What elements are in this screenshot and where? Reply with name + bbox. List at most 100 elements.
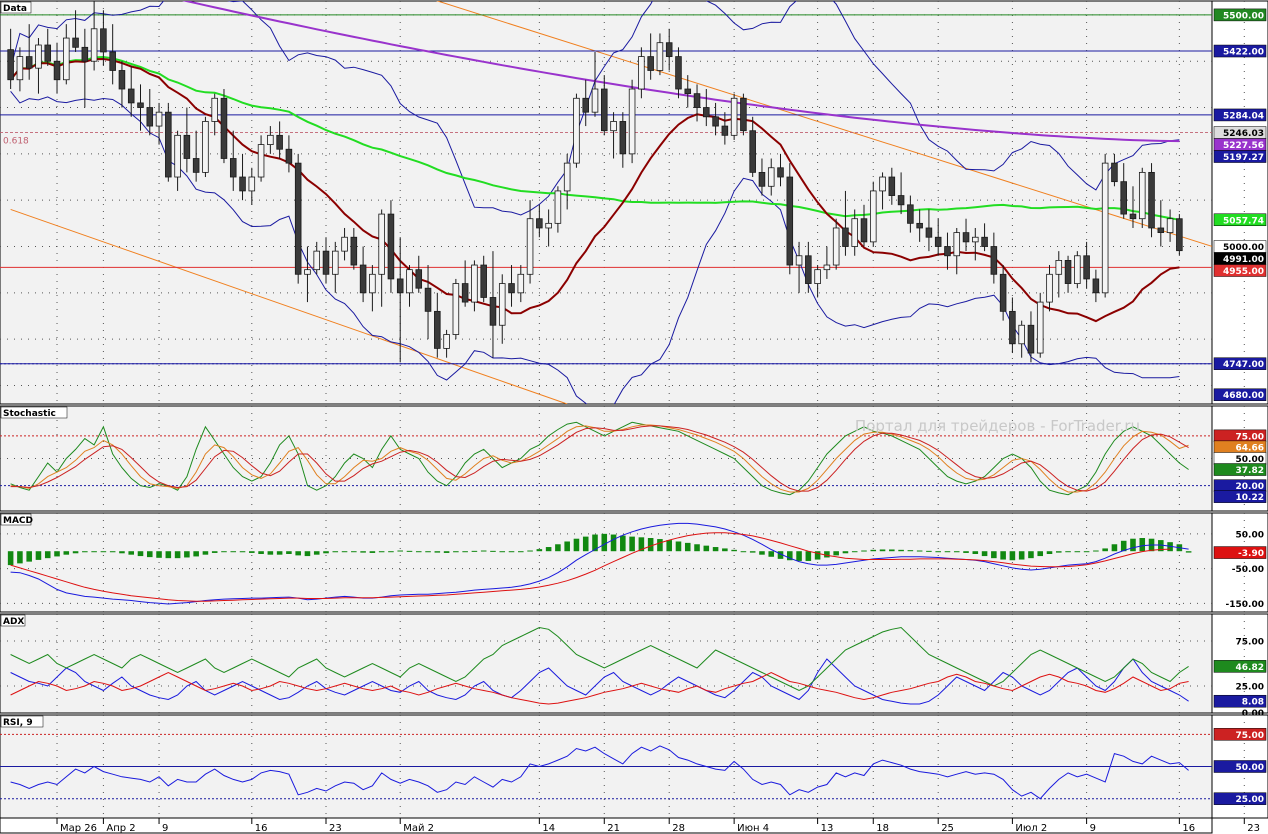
macd-histogram-bar bbox=[907, 550, 914, 552]
macd-histogram-bar bbox=[1028, 551, 1034, 559]
macd-histogram-bar bbox=[647, 538, 654, 552]
price-tag bbox=[1213, 44, 1267, 58]
candle-bull bbox=[638, 56, 645, 90]
candle-bear bbox=[1083, 255, 1090, 280]
axis-tick-label: 0.00 bbox=[1242, 709, 1264, 719]
candle-bull bbox=[304, 269, 311, 275]
candle-bear bbox=[44, 44, 52, 62]
macd-histogram-bar bbox=[694, 544, 700, 552]
macd-histogram-bar bbox=[276, 551, 283, 555]
macd-histogram-bar bbox=[1130, 538, 1136, 552]
candle-bear bbox=[127, 88, 135, 104]
macd-histogram-bar bbox=[480, 550, 487, 552]
candle-bull bbox=[313, 250, 321, 271]
price-tag-label: 5000.00 bbox=[1223, 243, 1264, 253]
panel-title: ADX bbox=[3, 617, 24, 627]
price-tag-label: 5284.04 bbox=[1223, 111, 1264, 121]
macd-histogram-bar bbox=[582, 536, 589, 552]
candle-bear bbox=[740, 97, 747, 132]
macd-histogram-bar bbox=[351, 551, 357, 553]
macd-histogram-bar bbox=[926, 550, 932, 552]
macd-histogram-bar bbox=[1000, 551, 1006, 560]
candle-bull bbox=[332, 250, 339, 275]
candle-bear bbox=[276, 134, 283, 150]
price-tag bbox=[1213, 388, 1267, 401]
macd-histogram-bar bbox=[434, 551, 441, 553]
panel-0: Data 0.618 5500.00 5422.00 5284.04 5246.03 522… bbox=[0, 0, 1268, 405]
price-tag-label: 50.00 bbox=[1236, 763, 1264, 773]
macd-histogram-bar bbox=[833, 551, 839, 556]
macd-histogram-bar bbox=[91, 551, 97, 553]
candle-bear bbox=[712, 116, 719, 127]
price-tag-label: 25.00 bbox=[1236, 795, 1264, 805]
macd-histogram-bar bbox=[601, 533, 608, 552]
macd-histogram-bar bbox=[953, 551, 960, 553]
time-tick-label: 9 bbox=[1090, 823, 1096, 834]
candle-bull bbox=[795, 255, 803, 266]
time-tick-label: 16 bbox=[1182, 823, 1195, 834]
price-tag bbox=[1213, 8, 1267, 22]
stochastic-k-line bbox=[10, 421, 1189, 496]
candle-bear bbox=[675, 56, 682, 90]
price-tag bbox=[1213, 792, 1267, 805]
macd-histogram-bar bbox=[26, 551, 32, 562]
candle-bull bbox=[526, 218, 534, 275]
time-tick-label: 28 bbox=[672, 823, 685, 834]
macd-histogram-bar bbox=[675, 541, 682, 552]
macd-histogram-bar bbox=[230, 551, 237, 553]
price-tag-label: 64.66 bbox=[1236, 443, 1264, 453]
price-tag bbox=[1213, 463, 1267, 476]
price-tag bbox=[1213, 728, 1267, 741]
macd-histogram-bar bbox=[981, 551, 988, 557]
candle-bear bbox=[294, 162, 302, 275]
bollinger-lower-line bbox=[10, 90, 1180, 404]
macd-histogram-bar bbox=[415, 551, 422, 553]
macd-histogram-bar bbox=[1018, 551, 1025, 560]
time-tick-label: 9 bbox=[162, 823, 168, 834]
panel-title-box bbox=[0, 614, 26, 627]
macd-histogram-bar bbox=[1111, 544, 1118, 552]
candle-bull bbox=[610, 121, 617, 132]
panel-title: RSI, 9 bbox=[3, 718, 33, 728]
candle-bear bbox=[934, 236, 942, 247]
stochastic-slow-line bbox=[10, 425, 1189, 492]
macd-line bbox=[10, 522, 1189, 605]
candle-bull bbox=[257, 144, 265, 178]
candle-bull bbox=[1074, 255, 1081, 284]
macd-histogram-bar bbox=[258, 551, 264, 554]
axis-tick-label: 25.00 bbox=[1236, 683, 1264, 693]
macd-histogram-bar bbox=[193, 551, 199, 557]
panel-title: MACD bbox=[3, 516, 33, 526]
time-tick-label: Апр 2 bbox=[106, 823, 135, 834]
price-tag-label: 20.00 bbox=[1236, 482, 1264, 492]
macd-histogram-bar bbox=[1158, 540, 1164, 552]
macd-histogram-bar bbox=[972, 551, 979, 554]
time-tick-label: Июл 2 bbox=[1015, 823, 1047, 834]
axis-tick-label: -150.00 bbox=[1226, 600, 1264, 610]
axis-tick-label: 75.00 bbox=[1236, 638, 1264, 648]
candle-bear bbox=[805, 255, 812, 284]
time-tick-label: 21 bbox=[607, 823, 620, 834]
price-tag-label: 37.82 bbox=[1236, 466, 1264, 476]
candle-bear bbox=[758, 171, 766, 187]
candle-bull bbox=[1055, 260, 1063, 275]
price-tag-label: 4955.00 bbox=[1223, 267, 1264, 277]
price-tag-label: 50.00 bbox=[1236, 455, 1264, 465]
macd-histogram-bar bbox=[991, 551, 997, 559]
macd-signal-line bbox=[10, 532, 1171, 602]
macd-histogram-bar bbox=[657, 539, 663, 552]
macd-histogram-bar bbox=[722, 548, 728, 552]
adx-line bbox=[10, 658, 1189, 705]
macd-histogram-bar bbox=[796, 551, 802, 561]
price-tag-label: 75.00 bbox=[1236, 432, 1264, 442]
candle-bull bbox=[406, 269, 413, 294]
macd-histogram-bar bbox=[935, 551, 941, 553]
ma-mid-line bbox=[9, 55, 1180, 221]
candle-bull bbox=[90, 28, 98, 62]
candle-bear bbox=[916, 222, 923, 229]
candle-bull bbox=[1138, 171, 1146, 220]
candle-bull bbox=[563, 162, 571, 192]
panel-title: Stochastic bbox=[3, 409, 56, 419]
candle-bear bbox=[842, 227, 849, 247]
candle-bull bbox=[35, 44, 42, 69]
